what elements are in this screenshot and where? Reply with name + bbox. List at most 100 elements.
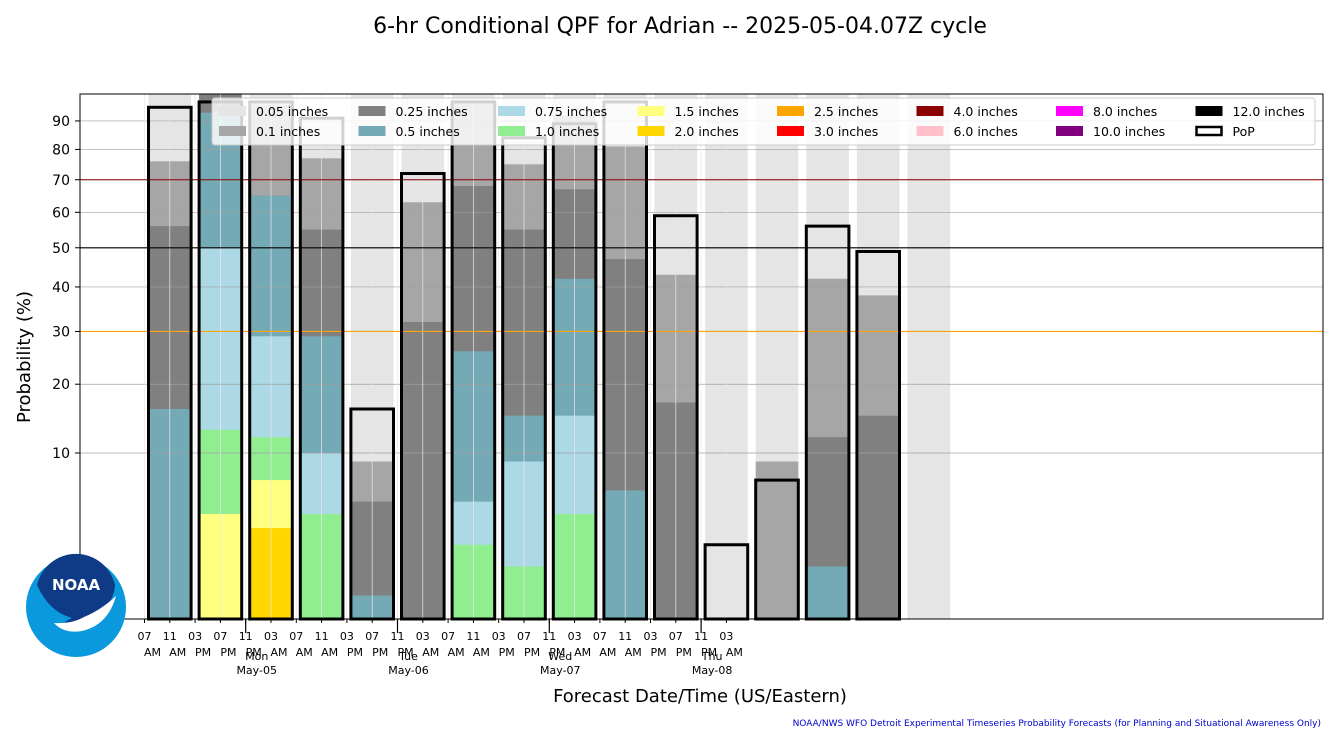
- x-tick-label-hour: 07: [669, 630, 683, 643]
- x-tick-label-ampm: PM: [701, 646, 717, 659]
- x-tick-label-ampm: PM: [676, 646, 692, 659]
- legend-swatch-pop: [1195, 125, 1223, 137]
- day-label-name: Thu: [701, 650, 723, 663]
- x-tick-label-hour: 03: [416, 630, 430, 643]
- legend-label: 1.5 inches: [675, 104, 739, 119]
- x-tick-label-ampm: PM: [372, 646, 388, 659]
- y-tick-label: 90: [52, 114, 70, 130]
- x-tick-label-ampm: AM: [726, 646, 743, 659]
- x-tick-label-ampm: AM: [321, 646, 338, 659]
- x-tick-label-hour: 03: [568, 630, 582, 643]
- x-tick-label-hour: 11: [239, 630, 253, 643]
- y-tick-label: 50: [52, 241, 70, 257]
- legend-label: 0.5 inches: [396, 124, 460, 139]
- y-tick-label: 20: [52, 377, 70, 393]
- legend-label: 12.0 inches: [1233, 104, 1305, 119]
- logo-gull-shape: [37, 553, 115, 629]
- legend-swatch: [219, 126, 246, 136]
- x-tick-label-hour: 07: [441, 630, 455, 643]
- legend-swatch: [498, 126, 525, 136]
- bar-2-13: [755, 461, 799, 619]
- legend-swatch: [219, 106, 246, 116]
- x-tick-label-ampm: AM: [599, 646, 616, 659]
- y-tick-label: 30: [52, 324, 70, 340]
- legend: 0.05 inches 0.1 inches 0.25 inches 0.5 inch…: [211, 97, 1316, 146]
- x-tick-label-hour: 03: [492, 630, 506, 643]
- x-tick-label-ampm: PM: [397, 646, 413, 659]
- legend-swatch: [637, 106, 665, 116]
- x-tick-label-ampm: AM: [574, 646, 591, 659]
- day-label-name: Wed: [548, 650, 572, 663]
- x-tick-label-ampm: AM: [473, 646, 490, 659]
- day-label-date: May-06: [388, 664, 429, 677]
- legend-label: 8.0 inches: [1093, 104, 1157, 119]
- x-tick-label-ampm: PM: [499, 646, 515, 659]
- legend-label: 10.0 inches: [1093, 124, 1165, 139]
- x-tick-label-hour: 11: [163, 630, 177, 643]
- legend-swatch: [916, 106, 944, 116]
- x-tick-label-hour: 07: [593, 630, 607, 643]
- chart-title: 6-hr Conditional QPF for Adrian -- 2025-…: [373, 14, 987, 39]
- bar-1-16: [907, 94, 951, 619]
- legend-swatch: [637, 126, 665, 136]
- legend-swatch: [358, 106, 386, 116]
- bar-4-14: [806, 566, 849, 619]
- legend-swatch: [1195, 106, 1223, 116]
- x-tick-label-ampm: AM: [422, 646, 439, 659]
- x-tick-label-hour: 07: [365, 630, 379, 643]
- legend-label: 0.05 inches: [256, 104, 328, 119]
- x-tick-label-hour: 11: [315, 630, 329, 643]
- x-tick-label-hour: 03: [340, 630, 354, 643]
- legend-label: 2.5 inches: [814, 104, 878, 119]
- x-tick-label-ampm: AM: [144, 646, 161, 659]
- day-label-date: May-05: [236, 664, 277, 677]
- x-tick-label-hour: 03: [264, 630, 278, 643]
- legend-label: 0.75 inches: [535, 104, 607, 119]
- bar-3-15: [856, 415, 900, 619]
- legend-swatch: [1056, 126, 1083, 136]
- legend-label: 2.0 inches: [675, 124, 739, 139]
- day-label-date: May-07: [540, 664, 581, 677]
- x-tick-label-ampm: AM: [169, 646, 186, 659]
- x-tick-label-ampm: AM: [270, 646, 287, 659]
- x-tick-label-hour: 03: [644, 630, 658, 643]
- logo-wave: [54, 596, 116, 632]
- day-label-date: May-08: [692, 664, 733, 677]
- x-tick-label-ampm: AM: [625, 646, 642, 659]
- y-tick-label: 80: [52, 142, 70, 158]
- x-tick-label-hour: 11: [618, 630, 632, 643]
- x-tick-label-ampm: PM: [220, 646, 236, 659]
- legend-label: 1.0 inches: [535, 124, 599, 139]
- legend-label: 3.0 inches: [814, 124, 878, 139]
- x-tick-label-hour: 11: [466, 630, 480, 643]
- legend-swatch: [777, 126, 804, 136]
- x-tick-label-hour: 07: [289, 630, 303, 643]
- y-tick-label: 60: [52, 205, 70, 221]
- legend-label: 0.25 inches: [396, 104, 468, 119]
- x-tick-label-hour: 03: [719, 630, 733, 643]
- legend-label: 0.1 inches: [256, 124, 320, 139]
- x-tick-label-hour: 11: [391, 630, 405, 643]
- legend-label: PoP: [1233, 124, 1256, 139]
- legend-label: 4.0 inches: [954, 104, 1018, 119]
- y-axis-label: Probability (%): [14, 291, 35, 423]
- x-tick-label-hour: 07: [138, 630, 152, 643]
- x-tick-label-hour: 11: [694, 630, 708, 643]
- x-tick-label-hour: 07: [213, 630, 227, 643]
- legend-box: [211, 97, 1316, 146]
- day-label-name: Mon: [245, 650, 268, 663]
- x-tick-label-ampm: PM: [650, 646, 666, 659]
- logo-text: NOAA: [52, 576, 101, 594]
- legend-swatch: [1056, 106, 1083, 116]
- x-tick-label-ampm: PM: [549, 646, 565, 659]
- x-tick-label-hour: 07: [517, 630, 531, 643]
- noaa-logo: NOAA: [26, 553, 126, 657]
- x-axis-label: Forecast Date/Time (US/Eastern): [553, 686, 847, 707]
- x-tick-label-hour: 11: [542, 630, 556, 643]
- x-tick-label-ampm: PM: [347, 646, 363, 659]
- legend-label: 6.0 inches: [954, 124, 1018, 139]
- legend-swatch: [498, 106, 525, 116]
- legend-swatch: [916, 126, 944, 136]
- x-tick-label-hour: 03: [188, 630, 202, 643]
- day-label-name: Tue: [398, 650, 418, 663]
